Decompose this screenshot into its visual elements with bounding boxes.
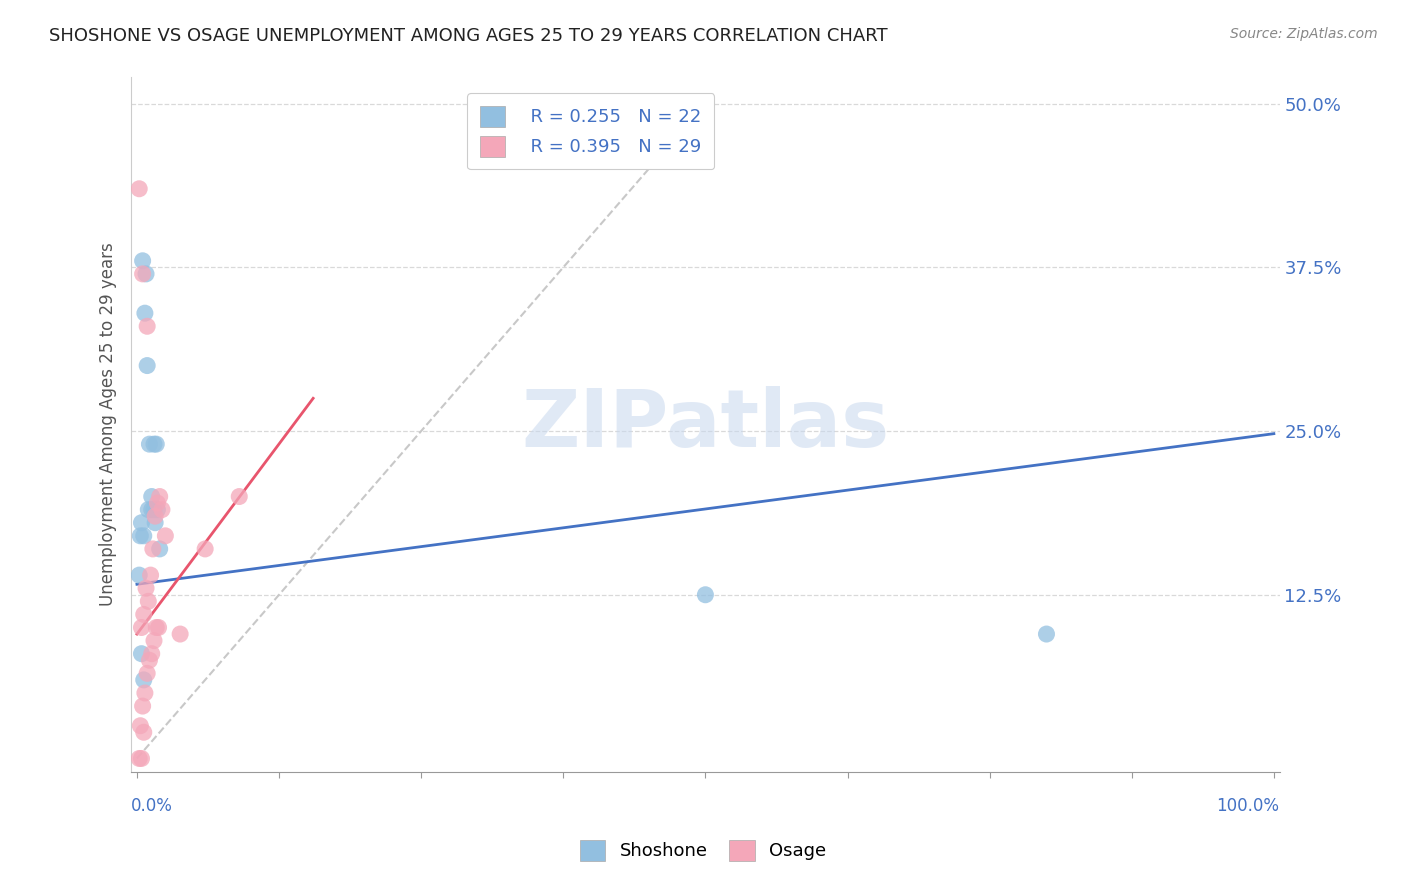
Point: [131, 647, 153, 661]
Point: [143, 633, 166, 648]
Point: [145, 620, 167, 634]
Point: [143, 502, 166, 516]
Point: [131, 751, 153, 765]
Point: [136, 502, 159, 516]
Text: ZIPatlas: ZIPatlas: [522, 385, 890, 464]
Point: [129, 529, 152, 543]
Point: [146, 502, 169, 516]
Text: 0.0%: 0.0%: [131, 797, 173, 814]
Point: [138, 437, 160, 451]
Point: [132, 725, 155, 739]
Point: [1035, 627, 1057, 641]
Point: [145, 437, 167, 451]
Legend: Shoshone, Osage: Shoshone, Osage: [571, 830, 835, 870]
Point: [149, 541, 172, 556]
Point: [128, 751, 150, 765]
Point: [138, 653, 160, 667]
Point: [148, 620, 170, 634]
Point: [131, 620, 153, 634]
Point: [150, 502, 173, 516]
Point: [136, 594, 159, 608]
Point: [143, 509, 166, 524]
Point: [129, 719, 152, 733]
Text: Source: ZipAtlas.com: Source: ZipAtlas.com: [1230, 27, 1378, 41]
Point: [134, 686, 156, 700]
Point: [131, 699, 153, 714]
Point: [143, 437, 166, 451]
Point: [146, 496, 169, 510]
Point: [131, 516, 153, 530]
Point: [139, 568, 162, 582]
Point: [134, 306, 156, 320]
Point: [131, 253, 153, 268]
Point: [141, 490, 163, 504]
Point: [136, 359, 159, 373]
Point: [128, 568, 150, 582]
Point: [142, 541, 165, 556]
Legend:   R = 0.255   N = 22,   R = 0.395   N = 29: R = 0.255 N = 22, R = 0.395 N = 29: [467, 94, 714, 169]
Point: [136, 319, 159, 334]
Point: [132, 607, 155, 622]
Point: [143, 516, 166, 530]
Y-axis label: Unemployment Among Ages 25 to 29 years: Unemployment Among Ages 25 to 29 years: [100, 243, 117, 607]
Point: [695, 588, 717, 602]
Point: [136, 666, 159, 681]
Point: [228, 490, 250, 504]
Point: [141, 647, 163, 661]
Point: [128, 182, 150, 196]
Point: [149, 490, 172, 504]
Text: SHOSHONE VS OSAGE UNEMPLOYMENT AMONG AGES 25 TO 29 YEARS CORRELATION CHART: SHOSHONE VS OSAGE UNEMPLOYMENT AMONG AGE…: [49, 27, 887, 45]
Point: [132, 529, 155, 543]
Point: [131, 267, 153, 281]
Point: [141, 502, 163, 516]
Point: [169, 627, 191, 641]
Point: [194, 541, 217, 556]
Point: [132, 673, 155, 687]
Point: [135, 581, 157, 595]
Point: [135, 267, 157, 281]
Text: 100.0%: 100.0%: [1216, 797, 1279, 814]
Point: [155, 529, 177, 543]
